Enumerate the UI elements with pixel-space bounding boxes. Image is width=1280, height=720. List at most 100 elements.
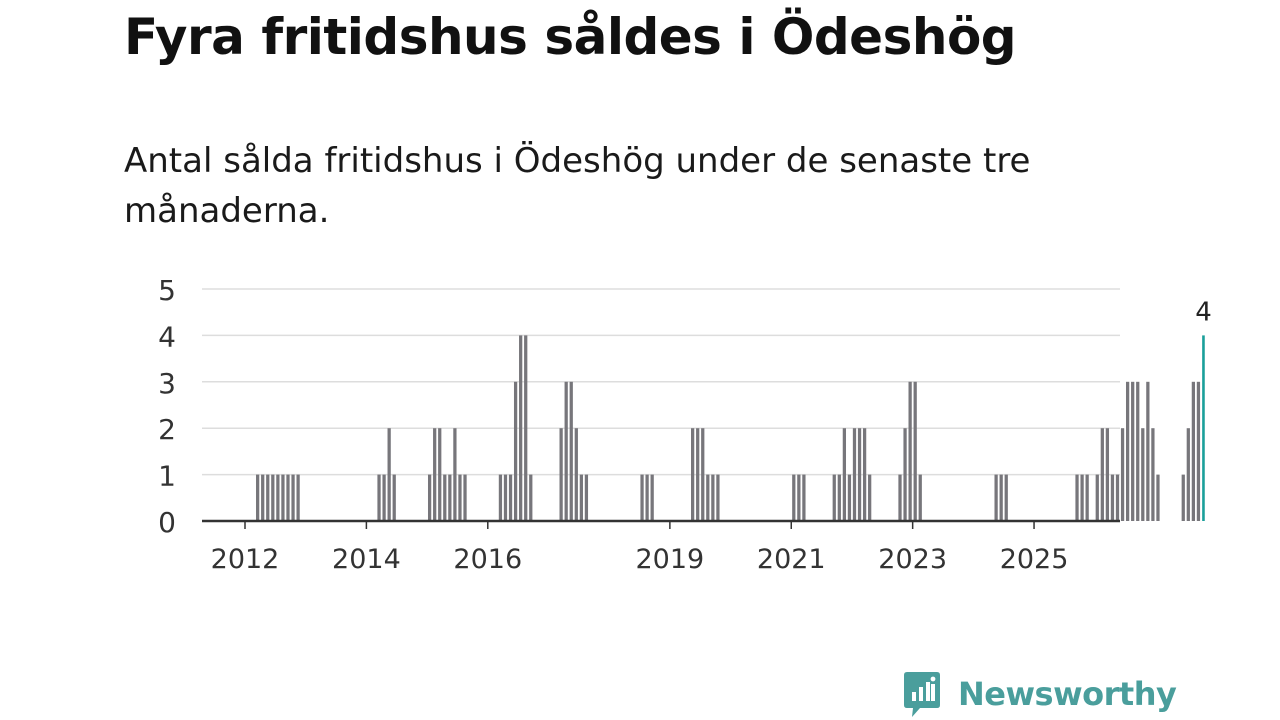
bar-2027-09 <box>1196 381 1201 521</box>
bar-2022-03 <box>862 428 867 521</box>
bar-2026-10 <box>1141 428 1145 521</box>
x-tick-label-2019: 2019 <box>636 544 705 575</box>
bar-2019-08 <box>706 474 710 521</box>
annotations: 4 <box>1195 297 1212 327</box>
chart-subtitle: Antal sålda fritidshus i Ödeshög under d… <box>124 141 1031 231</box>
bar-2019-06 <box>696 428 700 521</box>
y-tick-label-0: 0 <box>158 506 176 539</box>
bar-2015-08 <box>463 474 467 521</box>
bar-2021-01 <box>792 474 796 521</box>
bar-2017-04 <box>564 381 568 521</box>
newsworthy-logo-icon <box>904 672 940 717</box>
bar-2012-09 <box>286 474 290 521</box>
bar-2021-09 <box>832 474 836 521</box>
bar-2014-04 <box>382 474 386 521</box>
bar-2022-11 <box>903 428 907 521</box>
bar-2026-06 <box>1120 428 1125 521</box>
bar-2017-03 <box>559 428 563 521</box>
bar-2026-03 <box>1105 428 1110 521</box>
bar-2016-09 <box>529 474 533 521</box>
bar-2015-07 <box>458 474 462 521</box>
bar-2027-10 <box>1202 335 1205 521</box>
bar-2016-05 <box>508 474 513 521</box>
bar-2015-05 <box>448 474 452 521</box>
x-tick-label-2025: 2025 <box>1000 544 1069 575</box>
bar-2016-07 <box>519 335 523 521</box>
bar-2026-02 <box>1100 428 1104 521</box>
bar-2021-12 <box>847 474 852 521</box>
bar-2027-07 <box>1186 428 1190 521</box>
bar-2022-12 <box>908 381 912 521</box>
bar-2019-07 <box>701 428 705 521</box>
x-tick-label-2016: 2016 <box>453 544 522 575</box>
x-tick-label-2014: 2014 <box>332 544 401 575</box>
x-axis-labels: 2012 2014 2016 2019 2021 2023 2025 <box>211 521 1069 575</box>
bar-2027-08 <box>1191 381 1196 521</box>
bar-2023-01 <box>913 381 917 521</box>
bar-2016-06 <box>513 381 518 521</box>
bar-2015-01 <box>427 474 432 521</box>
last-value-label: 4 <box>1195 297 1212 327</box>
bar-2019-09 <box>711 474 715 521</box>
bar-2021-03 <box>802 474 806 521</box>
bar-2026-11 <box>1146 381 1150 521</box>
bar-2012-11 <box>296 474 300 521</box>
y-tick-label-1: 1 <box>158 460 176 493</box>
bar-2017-08 <box>584 474 589 521</box>
bar-2024-07 <box>1004 474 1008 521</box>
bar-2022-04 <box>868 474 872 521</box>
y-tick-label-2: 2 <box>158 413 176 446</box>
bar-2012-06 <box>271 474 275 521</box>
bar-2025-10 <box>1080 474 1084 521</box>
bar-2025-09 <box>1075 474 1079 521</box>
bar-2025-11 <box>1085 474 1089 521</box>
bar-2026-07 <box>1125 381 1130 521</box>
bar-2023-02 <box>918 474 922 521</box>
bars <box>256 335 1205 521</box>
bar-2012-03 <box>256 474 260 521</box>
bar-2014-06 <box>392 474 396 521</box>
x-tick-label-2021: 2021 <box>757 544 826 575</box>
bar-2022-10 <box>898 474 902 521</box>
bar-2022-02 <box>857 428 862 521</box>
y-tick-label-5: 5 <box>158 274 176 307</box>
bar-2012-05 <box>266 474 270 521</box>
bar-2019-10 <box>716 474 720 521</box>
bar-2018-09 <box>650 474 654 521</box>
bar-2021-02 <box>797 474 801 521</box>
bar-2021-11 <box>842 428 847 521</box>
bar-2016-04 <box>503 474 508 521</box>
bar-2014-05 <box>387 428 391 521</box>
y-axis-labels: 0 1 2 3 4 5 <box>158 274 176 539</box>
bar-2014-03 <box>377 474 381 521</box>
bar-2015-02 <box>433 428 437 521</box>
newsworthy-logo: Newsworthy <box>902 670 1177 718</box>
bar-2015-06 <box>453 428 457 521</box>
bar-2012-04 <box>261 474 265 521</box>
bar-2016-03 <box>498 474 503 521</box>
bar-2015-03 <box>438 428 442 521</box>
bar-2017-05 <box>569 381 573 521</box>
bar-2012-10 <box>291 474 295 521</box>
bar-2027-01 <box>1156 474 1160 521</box>
x-tick-label-2023: 2023 <box>878 544 947 575</box>
bar-2018-08 <box>645 474 649 521</box>
bar-2026-04 <box>1110 474 1115 521</box>
bar-2015-04 <box>443 474 447 521</box>
bar-2017-06 <box>574 428 578 521</box>
bar-2027-06 <box>1181 474 1185 521</box>
gridlines <box>202 288 1120 476</box>
bar-2022-01 <box>852 428 857 521</box>
chart-title: Fyra fritidshus såldes i Ödeshög <box>124 8 1017 66</box>
bar-2021-10 <box>837 474 841 521</box>
bar-2026-09 <box>1136 381 1140 521</box>
bar-2024-05 <box>994 474 998 521</box>
brand-name: Newsworthy <box>958 675 1177 713</box>
bar-2026-08 <box>1131 381 1135 521</box>
bar-2026-12 <box>1151 428 1155 521</box>
bar-2012-07 <box>276 474 280 521</box>
y-tick-label-3: 3 <box>158 367 176 400</box>
bar-2019-05 <box>691 428 695 521</box>
bar-2026-05 <box>1115 474 1120 521</box>
